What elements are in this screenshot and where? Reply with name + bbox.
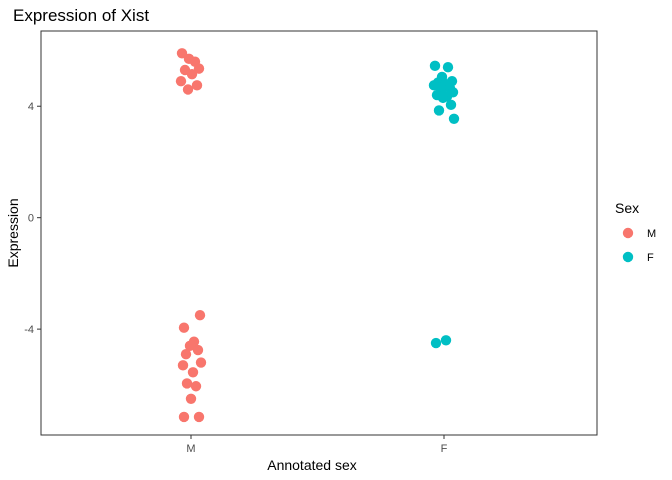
data-point-m [175,75,187,87]
data-point-m [187,367,199,378]
legend-title: Sex [615,200,639,216]
data-point-f [440,335,452,346]
data-point-m [192,344,204,356]
data-point-m [194,309,206,321]
y-tick-label: -4 [24,324,34,336]
data-points [175,48,460,423]
data-point-m [182,84,194,95]
data-point-f [448,113,460,124]
data-point-f [442,62,454,73]
data-point-m [181,378,193,389]
legend-key-f [622,251,634,263]
legend-label-m: M [647,228,656,240]
data-point-m [195,357,207,368]
data-point-m [193,63,205,74]
data-point-m [180,349,192,360]
x-tick-label: F [441,443,448,455]
data-point-m [178,322,190,333]
data-point-m [191,80,203,91]
data-point-m [185,393,197,404]
y-axis: 4 0 -4 [24,101,41,336]
data-point-m [190,381,202,392]
legend-key-m [622,227,634,239]
x-axis-title: Annotated sex [267,457,357,473]
y-axis-title: Expression [5,198,21,267]
data-point-m [178,411,190,423]
data-point-m [177,360,189,371]
legend-label-f: F [647,252,654,264]
data-point-f [430,337,442,349]
legend: Sex MF [615,200,656,264]
data-point-m [184,340,196,352]
data-point-f [445,99,457,111]
chart-title: Expression of Xist [13,6,149,25]
data-point-f [428,80,440,91]
data-point-m [183,53,195,65]
data-point-f [429,60,441,72]
data-point-m [193,411,205,423]
plot-panel [40,30,598,436]
y-tick-label: 4 [28,101,34,113]
data-point-m [186,68,198,80]
data-point-f [437,92,449,104]
y-tick-label: 0 [28,213,34,225]
data-point-f [433,105,445,116]
data-point-m [176,48,188,59]
x-tick-label: M [186,443,195,455]
